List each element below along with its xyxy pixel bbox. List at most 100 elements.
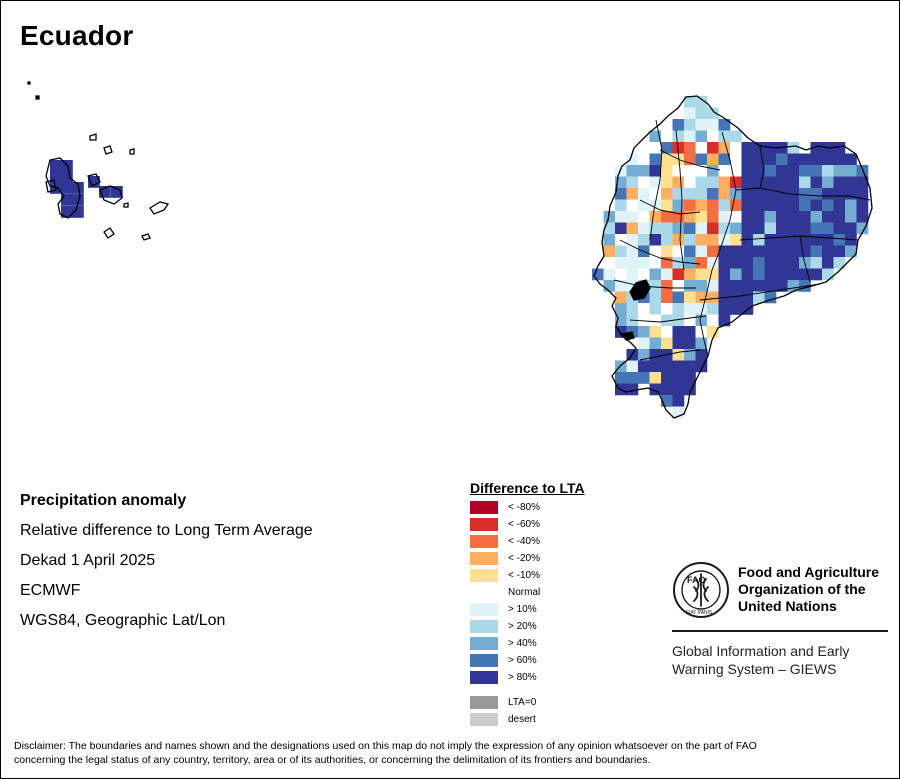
grid-cell — [638, 153, 650, 166]
grid-cell — [718, 222, 731, 235]
darwin-island — [27, 81, 31, 85]
grid-cell — [707, 211, 719, 223]
grid-cell — [672, 349, 685, 361]
legend-extra-1: desert — [470, 712, 630, 729]
grid-cell — [753, 222, 765, 235]
grid-cell — [695, 291, 708, 304]
grid-cell — [707, 291, 719, 304]
grid-cell — [718, 176, 731, 189]
legend-class-5: Normal — [470, 585, 630, 602]
ecuador-mainland-border — [593, 95, 873, 419]
grid-cell — [661, 188, 673, 200]
grid-cell — [661, 222, 673, 235]
grid-cell — [684, 130, 696, 143]
grid-cell — [764, 165, 777, 177]
grid-cell — [753, 245, 765, 258]
legend-label: Normal — [508, 587, 541, 598]
grid-cell — [615, 326, 627, 338]
grid-cell — [753, 268, 765, 281]
grid-cell — [638, 257, 650, 269]
grid-cell — [810, 268, 823, 281]
grid-cell — [684, 211, 696, 223]
grid-cell — [799, 245, 811, 258]
grid-cell — [661, 291, 673, 304]
grid-cell — [684, 268, 696, 281]
grid-cell — [661, 280, 673, 292]
grid-cell — [718, 211, 731, 223]
grid-cell — [753, 257, 765, 269]
grid-cell — [833, 222, 846, 235]
grid-cell — [730, 176, 742, 189]
grid-cell — [661, 234, 673, 246]
grid-cell — [833, 211, 846, 223]
grid-cell — [833, 153, 846, 166]
grid-cell — [730, 268, 742, 281]
grid-cell — [649, 176, 662, 189]
grid-cell — [72, 182, 84, 194]
grid-cell — [753, 188, 765, 200]
grid-cell — [615, 188, 627, 200]
marchena-island — [89, 133, 97, 141]
fao-name: Food and Agriculture Organization of the… — [738, 564, 879, 615]
grid-cell — [730, 211, 742, 223]
grid-cell — [833, 188, 846, 200]
grid-cell — [684, 107, 696, 120]
grid-cell — [684, 280, 696, 292]
grid-cell — [718, 245, 731, 258]
grid-cell — [649, 188, 662, 200]
grid-cell — [856, 199, 869, 212]
grid-cell — [787, 153, 800, 166]
grid-cell — [787, 245, 800, 258]
grid-cell — [810, 188, 823, 200]
fao-emblem-letters: FAO — [687, 575, 706, 585]
legend-swatch — [470, 620, 498, 633]
grid-cell — [649, 337, 662, 350]
grid-cell — [776, 245, 788, 258]
grid-cell — [753, 142, 765, 154]
fao-divider — [672, 630, 888, 632]
grid-cell — [603, 245, 616, 258]
grid-cell — [661, 130, 673, 143]
grid-cell — [626, 383, 639, 396]
grid-cell — [649, 303, 662, 315]
info-heading: Precipitation anomaly — [20, 492, 187, 509]
grid-cell — [615, 291, 627, 304]
grid-cell — [764, 153, 777, 166]
legend-swatch — [470, 637, 498, 650]
grid-cell — [684, 245, 696, 258]
grid-cell — [649, 314, 662, 327]
grid-cell — [695, 268, 708, 281]
grid-cell — [672, 257, 685, 269]
grid-cell — [649, 165, 662, 177]
grid-cell — [764, 245, 777, 258]
grid-cell — [684, 234, 696, 246]
grid-cell — [718, 314, 731, 327]
fernandina-island — [45, 179, 57, 193]
grid-cell — [649, 291, 662, 304]
grid-cell — [764, 211, 777, 223]
grid-cell — [718, 280, 731, 292]
grid-cell — [649, 280, 662, 292]
grid-cell — [638, 234, 650, 246]
grid-cell — [684, 372, 696, 384]
grid-cell — [661, 268, 673, 281]
grid-cell — [822, 165, 834, 177]
legend-label: > 60% — [508, 655, 537, 666]
legend-label: > 40% — [508, 638, 537, 649]
grid-cell — [799, 165, 811, 177]
grid-cell — [730, 130, 742, 143]
fao-name-line1: Food and Agriculture — [738, 564, 880, 580]
grid-cell — [626, 268, 639, 281]
grid-cell — [626, 222, 639, 235]
grid-cell — [741, 176, 754, 189]
grid-cell — [684, 291, 696, 304]
giews-name: Global Information and Early Warning Sys… — [672, 642, 849, 678]
grid-cell — [661, 257, 673, 269]
grid-cell — [845, 153, 857, 166]
grid-cell — [603, 222, 616, 235]
grid-cell — [684, 222, 696, 235]
grid-cell — [638, 372, 650, 384]
grid-cell — [787, 280, 800, 292]
grid-cell — [50, 171, 62, 183]
grid-cell — [707, 245, 719, 258]
